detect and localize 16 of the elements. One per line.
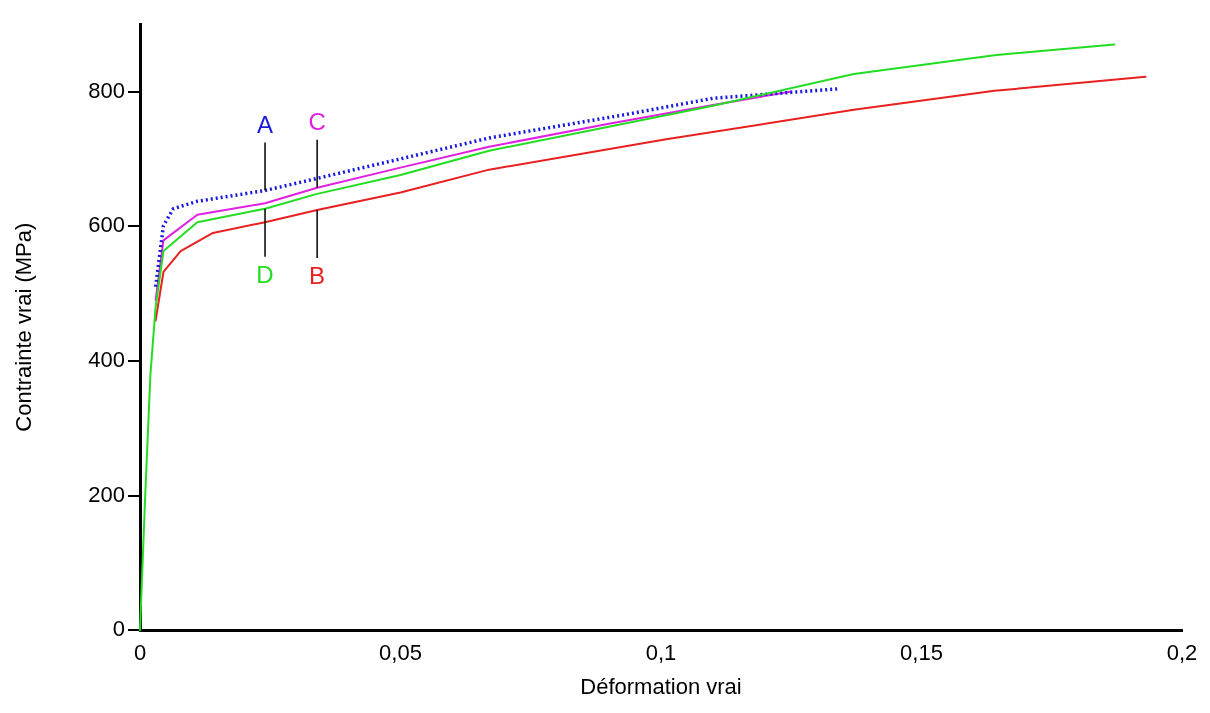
- text: B: [308, 262, 327, 291]
- text: C: [307, 107, 327, 136]
- y-tick-label: 200: [88, 481, 125, 507]
- y-tick-label: 800: [88, 77, 125, 103]
- text: D: [255, 260, 275, 289]
- x-tick-label: 0,1: [645, 640, 677, 666]
- text: A: [256, 110, 275, 139]
- x-axis-title: Déformation vrai: [580, 673, 742, 699]
- x-tick-label: 0: [133, 640, 147, 666]
- y-axis-title: Contrainte vrai (MPa): [11, 222, 37, 432]
- x-tick-label: 0,05: [379, 640, 422, 666]
- y-tick-label: 600: [88, 212, 125, 238]
- y-tick-label: 0: [112, 616, 125, 642]
- x-tick-label: 0,2: [1166, 640, 1198, 666]
- x-tick-label: 0,15: [900, 640, 943, 666]
- y-tick-label: 400: [88, 346, 125, 372]
